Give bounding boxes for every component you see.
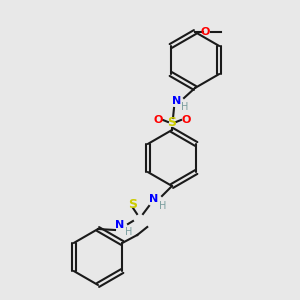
Text: S: S (167, 116, 176, 130)
Text: O: O (200, 27, 210, 37)
Text: N: N (149, 194, 159, 204)
Text: O: O (181, 115, 191, 125)
Text: N: N (116, 220, 124, 230)
Text: H: H (125, 227, 133, 237)
Text: H: H (181, 102, 189, 112)
Text: N: N (172, 96, 182, 106)
Text: O: O (153, 115, 163, 125)
Text: H: H (159, 201, 167, 211)
Text: S: S (128, 199, 137, 212)
